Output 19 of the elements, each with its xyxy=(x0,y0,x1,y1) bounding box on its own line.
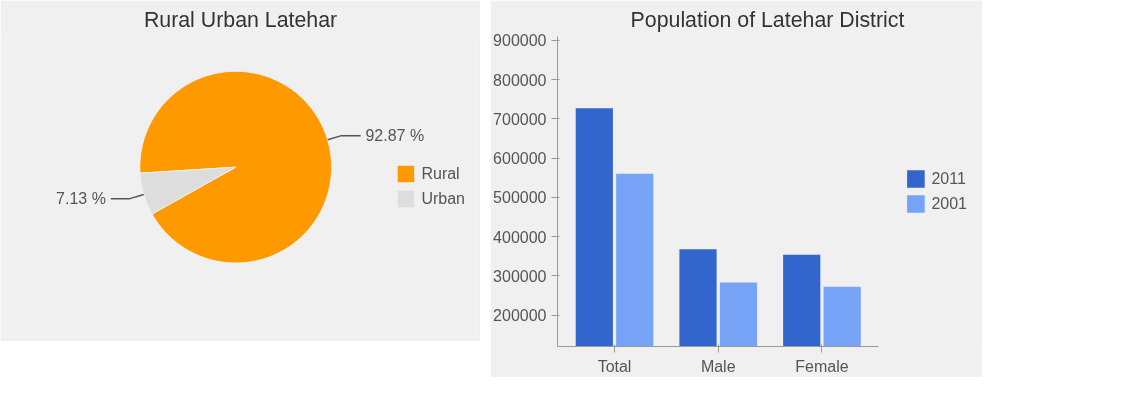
y-tick-label: 500000 xyxy=(493,189,547,207)
legend-label: 2001 xyxy=(931,194,967,213)
y-tick-label: 700000 xyxy=(493,110,547,128)
y-tick-label: 400000 xyxy=(493,228,547,246)
y-tick-label: 200000 xyxy=(493,307,547,325)
x-tick-label: Female xyxy=(795,357,849,375)
chart-title: Population of Latehar District xyxy=(630,7,905,32)
y-tick-label: 300000 xyxy=(493,267,547,285)
y-tick-label: 800000 xyxy=(493,71,547,89)
chart-title: Rural Urban Latehar xyxy=(143,7,338,32)
legend-label: 2011 xyxy=(931,169,966,188)
y-tick-label: 600000 xyxy=(493,150,547,168)
legend-label: Urban xyxy=(421,189,465,208)
y-tick-label: 900000 xyxy=(493,32,547,50)
data-label: 92.87 % xyxy=(365,127,425,145)
x-tick-label: Male xyxy=(700,357,736,375)
legend-label: Rural xyxy=(421,164,460,183)
data-label: 7.13 % xyxy=(56,190,106,208)
x-tick-label: Total xyxy=(597,357,632,375)
